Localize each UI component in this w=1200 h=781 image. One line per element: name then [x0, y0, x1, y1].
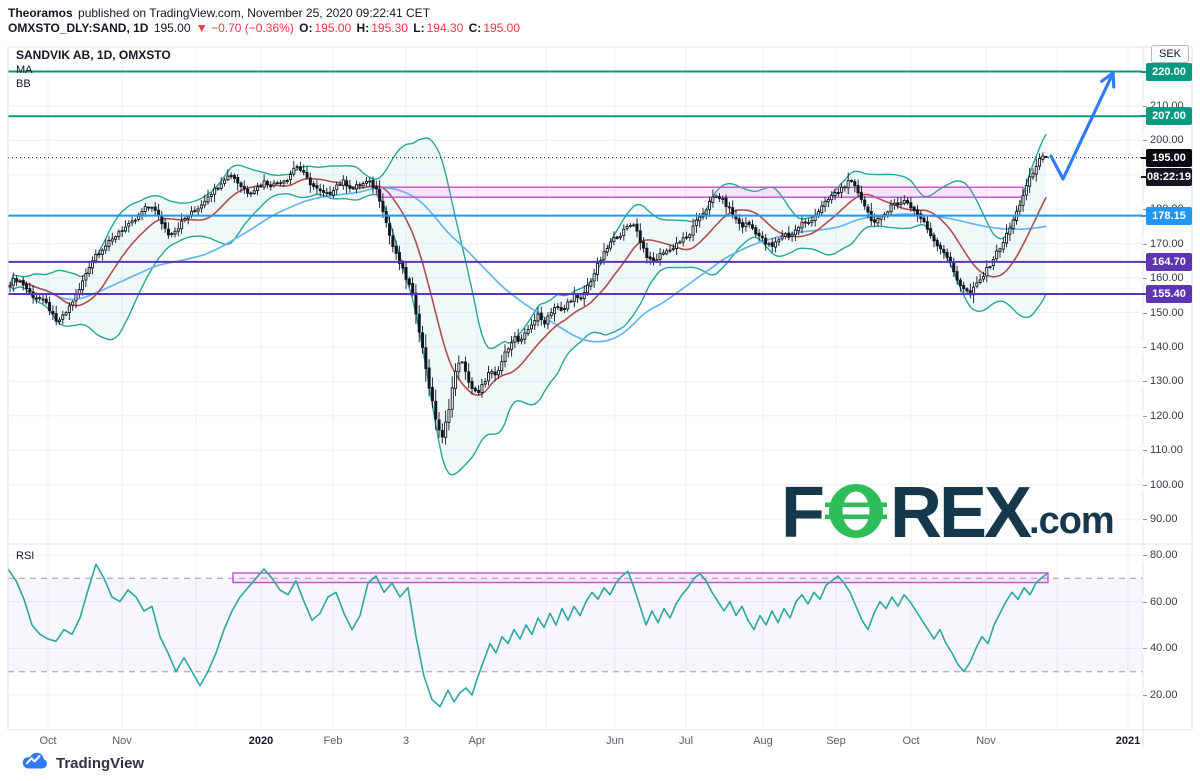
tradingview-logo[interactable]: TradingView	[22, 751, 144, 775]
price-level-badge-178.15: 178.15	[1141, 206, 1192, 225]
symbol-name: OMXSTO_DLY:SAND, 1D	[8, 21, 149, 35]
price-tick-label: 130.00	[1143, 374, 1184, 389]
tradingview-logo-icon	[22, 751, 49, 775]
bollinger-upper-band	[9, 133, 1047, 350]
price-level-badge-195.00: 195.00	[1141, 148, 1192, 167]
price-level-badge-164.70: 164.70	[1141, 252, 1192, 271]
time-axis-label-Sep: Sep	[826, 735, 846, 747]
price-level-badge-207.00: 207.00	[1141, 107, 1192, 126]
price-tick-label: 150.00	[1143, 305, 1184, 320]
open-value: 195.00	[314, 21, 352, 35]
projection-arrow	[1049, 71, 1115, 181]
time-axis-label-Jul: Jul	[678, 735, 694, 747]
projection-arrowhead	[1111, 71, 1116, 89]
time-axis-label-Nov: Nov	[976, 735, 996, 747]
rsi-tick-label: 20.00	[1143, 687, 1178, 702]
bollinger-fill	[10, 134, 1047, 475]
low-value: 194.30	[426, 21, 464, 35]
watermark-letters-rex: REX	[889, 473, 1032, 553]
price-tick-label: 100.00	[1143, 477, 1184, 492]
price-tick-label: 160.00	[1143, 271, 1184, 286]
watermark-letter-f: F	[781, 473, 825, 553]
price-tick-label: 110.00	[1143, 443, 1183, 458]
bollinger-lower-band	[9, 193, 1047, 476]
chart-legend-title[interactable]: SANDVIK AB, 1D, OMXSTO	[16, 48, 171, 62]
publish-byline: Theoramos published on TradingView.com, …	[8, 6, 432, 20]
price-resistance-zone	[377, 186, 1024, 198]
time-axis-label-Oct: Oct	[902, 735, 920, 747]
price-tick-label: 140.00	[1143, 339, 1184, 354]
low-label: L:	[413, 21, 425, 35]
price-level-badge-220.00: 220.00	[1141, 62, 1192, 81]
watermark-dot-com: .com	[1029, 500, 1115, 542]
time-axis-label-2020: 2020	[248, 735, 274, 747]
time-axis-label-Apr: Apr	[468, 735, 486, 747]
time-axis-label-Aug: Aug	[753, 735, 773, 747]
price-tick-label: 200.00	[1143, 133, 1184, 148]
price-tick-label: 120.00	[1143, 408, 1184, 423]
price-level-badge-155.40: 155.40	[1141, 284, 1192, 303]
rsi-overbought-zone	[232, 572, 1049, 584]
rsi-tick-label: 80.00	[1143, 548, 1178, 562]
ma-indicator-label[interactable]: MA	[16, 64, 33, 76]
forex-com-watermark: F REX .com	[781, 473, 1115, 553]
rsi-tick-label: 40.00	[1143, 641, 1178, 656]
close-label: C:	[468, 21, 482, 35]
time-axis-label-3: 3	[402, 735, 410, 747]
currency-unit-box[interactable]: SEK	[1151, 45, 1189, 63]
quote-change: ▼ −0.70 (−0.36%)	[195, 21, 294, 35]
fast-moving-average	[9, 177, 1047, 397]
bb-indicator-label[interactable]: BB	[16, 78, 31, 90]
tradingview-logo-text: TradingView	[56, 754, 145, 772]
rsi-tick-label: 60.00	[1143, 594, 1178, 609]
open-label: O:	[299, 21, 313, 35]
close-value: 195.00	[483, 21, 521, 35]
projection-arrowhead	[1100, 71, 1115, 83]
slow-moving-average	[9, 186, 1047, 343]
forex-o-logo-icon	[822, 481, 889, 546]
high-label: H:	[356, 21, 370, 35]
price-tick-label: 90.00	[1143, 512, 1178, 527]
quote-last-price: 195.00	[153, 21, 191, 35]
rsi-line	[7, 563, 1048, 708]
price-tick-label: 170.00	[1143, 236, 1184, 251]
time-axis-label-Nov: Nov	[112, 735, 132, 747]
time-axis-label-2021: 2021	[1115, 735, 1141, 747]
publish-info: published on TradingView.com, November 2…	[74, 6, 431, 20]
bar-countdown-badge: 08:22:19	[1141, 167, 1192, 186]
time-axis-label-Feb: Feb	[323, 735, 343, 747]
author-name: Theoramos	[8, 6, 73, 20]
candle-bodies-up	[8, 155, 1048, 438]
rsi-indicator-label[interactable]: RSI	[16, 550, 35, 562]
time-axis-label-Oct: Oct	[39, 735, 57, 747]
time-axis-label-Jun: Jun	[606, 735, 624, 747]
high-value: 195.30	[371, 21, 408, 35]
symbol-quote-line: OMXSTO_DLY:SAND, 1D 195.00 ▼ −0.70 (−0.3…	[8, 21, 522, 35]
